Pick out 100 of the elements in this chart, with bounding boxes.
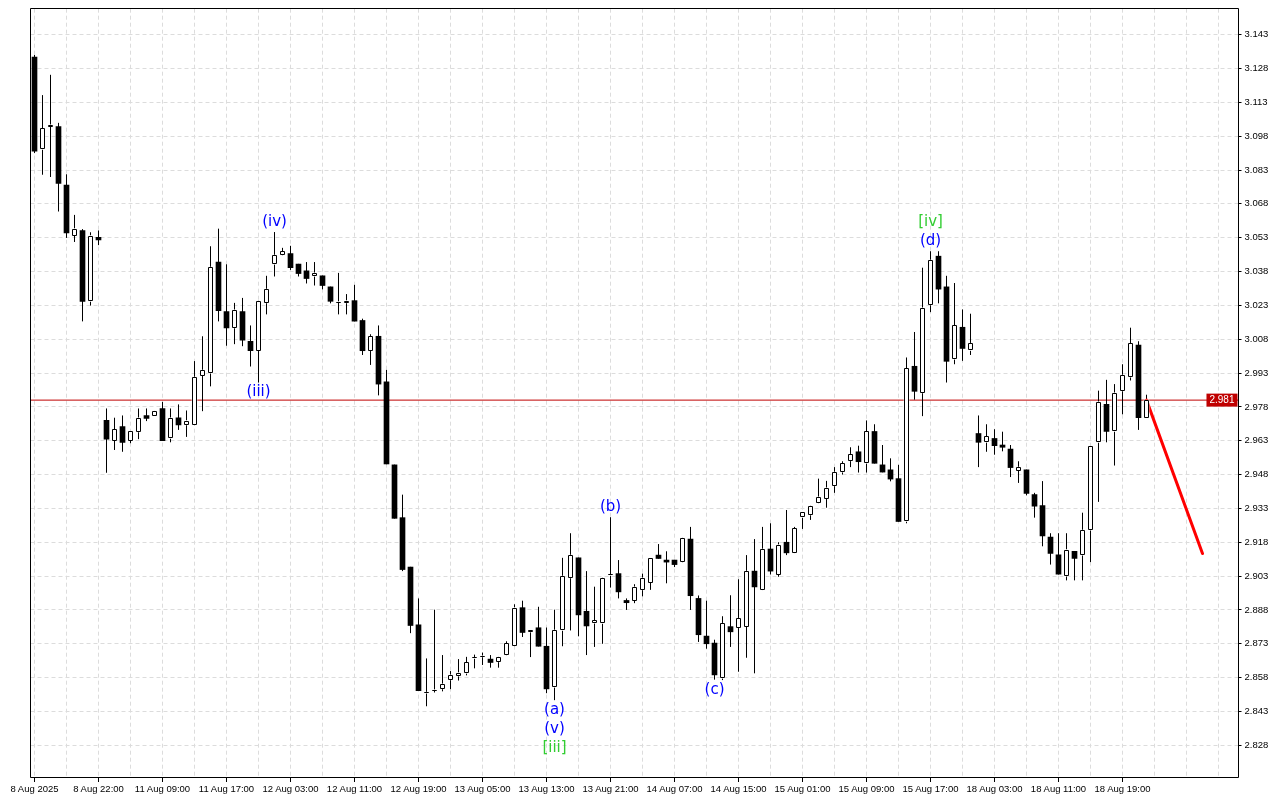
candlestick (87, 231, 94, 307)
candlestick (1087, 444, 1094, 563)
y-tick-label: 3.143 (1244, 28, 1269, 40)
x-tick-label: 11 Aug 09:00 (134, 783, 191, 795)
annotation: [iii] (542, 738, 567, 757)
y-tick-label: 3.068 (1244, 197, 1269, 209)
candlestick (863, 419, 870, 474)
candlestick (119, 414, 126, 453)
y-tick-label: 2.903 (1244, 569, 1269, 581)
annotation: (v) (544, 719, 565, 738)
candlestick (39, 94, 46, 176)
candlestick (927, 250, 934, 313)
ref-line-label: 2.981 (1209, 394, 1235, 406)
candlestick (823, 480, 830, 509)
candlestick (567, 532, 574, 631)
candlestick (599, 577, 606, 645)
x-tick-label: 13 Aug 13:00 (518, 783, 575, 795)
candlestick (207, 245, 214, 387)
candlestick (951, 282, 958, 365)
candlestick (831, 466, 838, 494)
candlestick (455, 658, 462, 682)
candlestick (559, 557, 566, 647)
candlestick (719, 615, 726, 681)
x-tick-label: 14 Aug 07:00 (646, 783, 703, 795)
candlestick (983, 423, 990, 453)
candlestick (591, 586, 598, 648)
candlestick (1079, 512, 1086, 581)
y-tick-label: 3.083 (1244, 163, 1269, 175)
candlestick (1095, 390, 1102, 503)
candlestick (343, 293, 350, 315)
candlestick (1063, 532, 1070, 581)
candlestick (791, 526, 798, 554)
candlestick (919, 267, 926, 417)
x-tick-label: 18 Aug 11:00 (1030, 783, 1087, 795)
candlestick (167, 407, 174, 443)
y-tick-label: 2.993 (1244, 366, 1269, 378)
candlestick (1119, 363, 1126, 415)
annotation: (b) (599, 497, 622, 516)
candlestick (535, 606, 542, 647)
y-tick-label: 2.858 (1244, 671, 1269, 683)
x-tick-label: 13 Aug 21:00 (582, 783, 639, 795)
x-tick-label: 18 Aug 19:00 (1094, 783, 1151, 795)
candlestick (903, 356, 910, 524)
candlestick (231, 302, 238, 345)
annotation: (c) (704, 679, 725, 698)
candlestick (1015, 460, 1022, 484)
candlestick (447, 670, 454, 690)
candlestick (263, 275, 270, 315)
candlestick (71, 214, 78, 243)
x-tick-label: 13 Aug 05:00 (454, 783, 511, 795)
candlestick (111, 417, 118, 451)
candlestick (191, 360, 198, 426)
y-tick-label: 2.873 (1244, 637, 1269, 649)
annotation: (d) (919, 231, 942, 250)
annotation: [iv] (918, 212, 943, 231)
x-tick-label: 12 Aug 03:00 (262, 783, 319, 795)
candlestick (511, 603, 518, 647)
x-tick-label: 18 Aug 03:00 (966, 783, 1023, 795)
candlestick (551, 609, 558, 701)
candlestick (183, 410, 190, 438)
y-tick-label: 2.948 (1244, 468, 1269, 480)
candlestick (255, 299, 262, 384)
y-tick-label: 3.023 (1244, 298, 1269, 310)
x-tick-label: 12 Aug 19:00 (390, 783, 447, 795)
x-tick-label: 8 Aug 22:00 (73, 783, 124, 795)
candlestick (47, 74, 54, 178)
candlestick (463, 656, 470, 676)
y-tick-label: 2.828 (1244, 738, 1269, 750)
x-tick-label: 11 Aug 17:00 (198, 783, 255, 795)
candlestick (135, 407, 142, 440)
y-tick-label: 2.933 (1244, 502, 1269, 514)
candlestick (271, 231, 278, 277)
candlestick (647, 557, 654, 591)
candlestick (367, 333, 374, 366)
x-tick-label: 12 Aug 11:00 (326, 783, 383, 795)
candlestick (743, 554, 750, 659)
y-tick-label: 3.128 (1244, 62, 1269, 74)
candlestick (1111, 383, 1118, 467)
x-tick-label: 15 Aug 17:00 (902, 783, 959, 795)
x-tick-label: 14 Aug 15:00 (710, 783, 767, 795)
candlestick (975, 414, 982, 468)
y-tick-label: 3.098 (1244, 129, 1269, 141)
candlestick (1143, 394, 1150, 419)
candlestick (631, 583, 638, 604)
y-tick-label: 2.918 (1244, 535, 1269, 547)
candlestick (847, 446, 854, 468)
candlestick (439, 654, 446, 692)
y-tick-label: 2.843 (1244, 705, 1269, 717)
y-tick-label: 3.113 (1244, 95, 1268, 107)
x-tick-label: 15 Aug 09:00 (838, 783, 895, 795)
y-tick-label: 3.008 (1244, 332, 1269, 344)
candlestick (855, 445, 862, 474)
candlestick (727, 594, 734, 648)
candlestick (527, 629, 534, 658)
candlestick (639, 573, 646, 597)
candlestick (1127, 327, 1134, 381)
candlestick (775, 541, 782, 578)
x-tick-label: 8 Aug 2025 (10, 783, 59, 795)
annotation: (iii) (246, 382, 271, 401)
candlestick (311, 261, 318, 287)
